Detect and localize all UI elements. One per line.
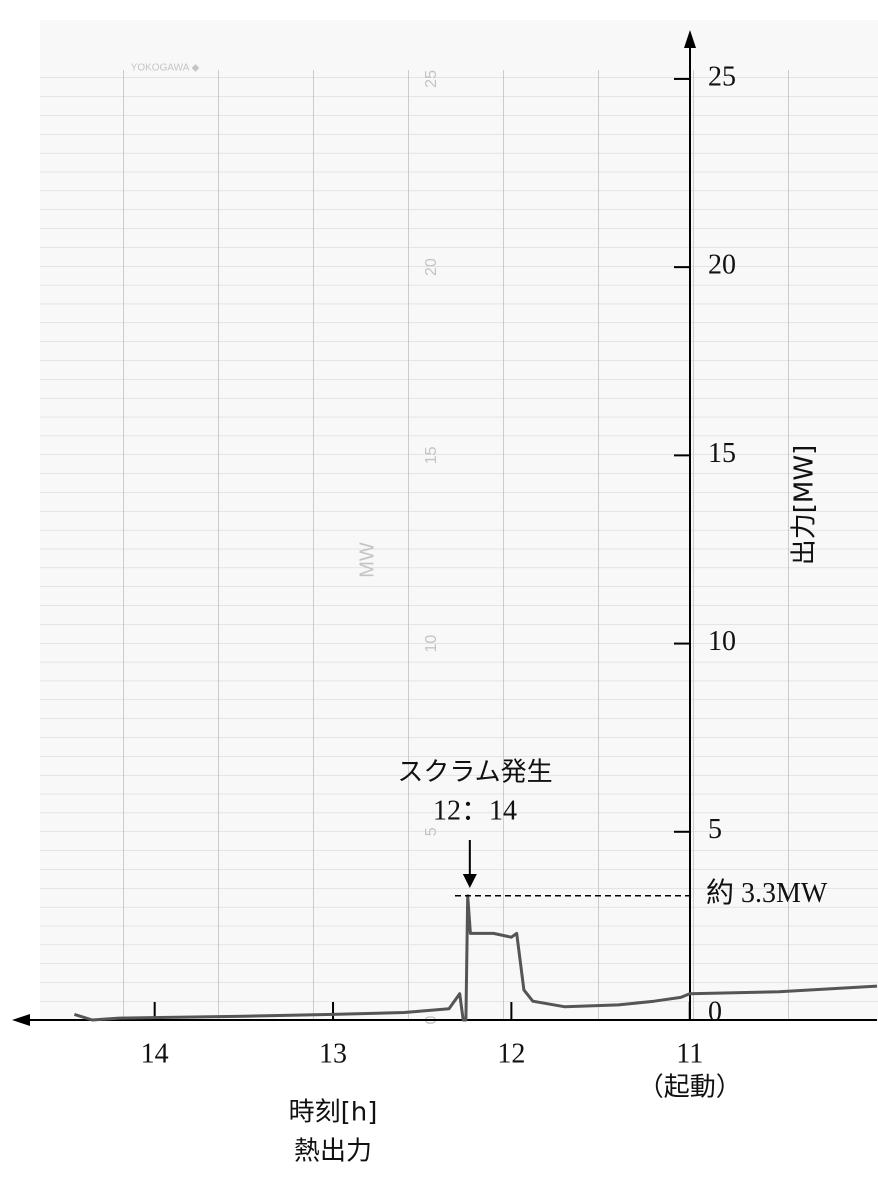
x-tick-label: 11 [676,1038,703,1069]
x-tick-note: （起動） [638,1073,742,1103]
paper-scale-label: 10 [423,635,440,653]
y-axis-label: 出力[MW] [790,445,820,565]
chart: YOKOGAWA ◆ MW 25201510500510152025141312… [0,0,878,1184]
chart-title: 熱出力 [294,1137,372,1167]
annotation-time: 12：14 [433,795,517,826]
y-tick-label: 15 [708,438,736,469]
x-tick-label: 12 [497,1038,525,1069]
annotation-text: スクラム発生 [397,758,552,788]
x-tick-label: 13 [319,1038,347,1069]
x-axis-label: 時刻[h] [289,1098,378,1128]
paper-brand: YOKOGAWA ◆ [131,63,200,74]
paper-scale-label: 5 [423,827,440,836]
y-tick-label: 25 [708,61,736,92]
paper-scale-label: 25 [423,70,440,88]
paper-scale-label: 20 [423,258,440,276]
y-tick-label: 0 [708,996,722,1027]
x-tick-label: 14 [141,1038,169,1069]
paper-scale-label: 15 [423,446,440,464]
annotation-value: 約 3.3MW [706,877,828,909]
x-axis-arrow [12,1014,30,1026]
y-tick-label: 5 [708,814,722,845]
paper-unit: MW [356,542,378,578]
y-tick-label: 10 [708,626,736,657]
y-tick-label: 20 [708,250,736,281]
